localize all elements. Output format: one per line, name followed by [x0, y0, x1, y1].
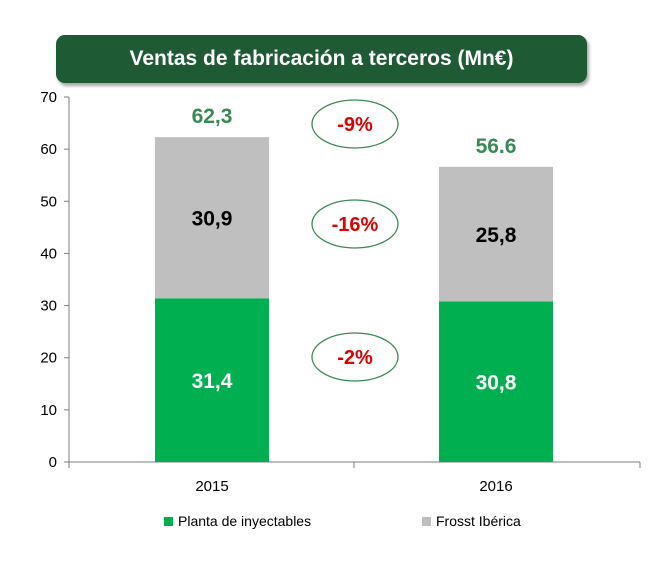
data-label: 25,8 [476, 224, 517, 247]
change-annotation-label: -2% [337, 347, 373, 369]
change-annotation-label: -16% [332, 214, 379, 236]
y-tick-label: 60 [40, 141, 57, 158]
x-tick-label: 2016 [479, 478, 512, 495]
change-annotation-ellipse [311, 199, 399, 249]
y-tick-label: 10 [40, 402, 57, 419]
bar-segment [155, 298, 269, 462]
total-label: 56.6 [476, 135, 517, 158]
y-tick-label: 20 [40, 350, 57, 367]
chart-title: Ventas de fabricación a terceros (Mn€) [56, 35, 587, 83]
change-annotation-ellipse [311, 99, 399, 149]
data-label: 31,4 [192, 370, 233, 393]
bar-segment [155, 137, 269, 299]
x-tick-label: 2015 [195, 478, 228, 495]
bar-segment [439, 301, 553, 462]
y-tick-label: 30 [40, 298, 57, 315]
legend-label: Planta de inyectables [178, 513, 311, 529]
y-tick-label: 50 [40, 193, 57, 210]
change-annotation-ellipse [311, 332, 399, 382]
y-tick-label: 70 [40, 89, 57, 106]
y-tick-label: 40 [40, 245, 57, 262]
bar-segment [439, 166, 553, 302]
legend-swatch [164, 517, 173, 526]
change-annotation-label: -9% [337, 114, 373, 136]
y-tick-label: 0 [49, 454, 57, 471]
legend-swatch [422, 517, 431, 526]
total-label: 62,3 [192, 105, 233, 128]
data-label: 30,8 [476, 372, 517, 395]
legend-label: Frosst Ibérica [436, 513, 521, 529]
data-label: 30,9 [192, 208, 233, 231]
